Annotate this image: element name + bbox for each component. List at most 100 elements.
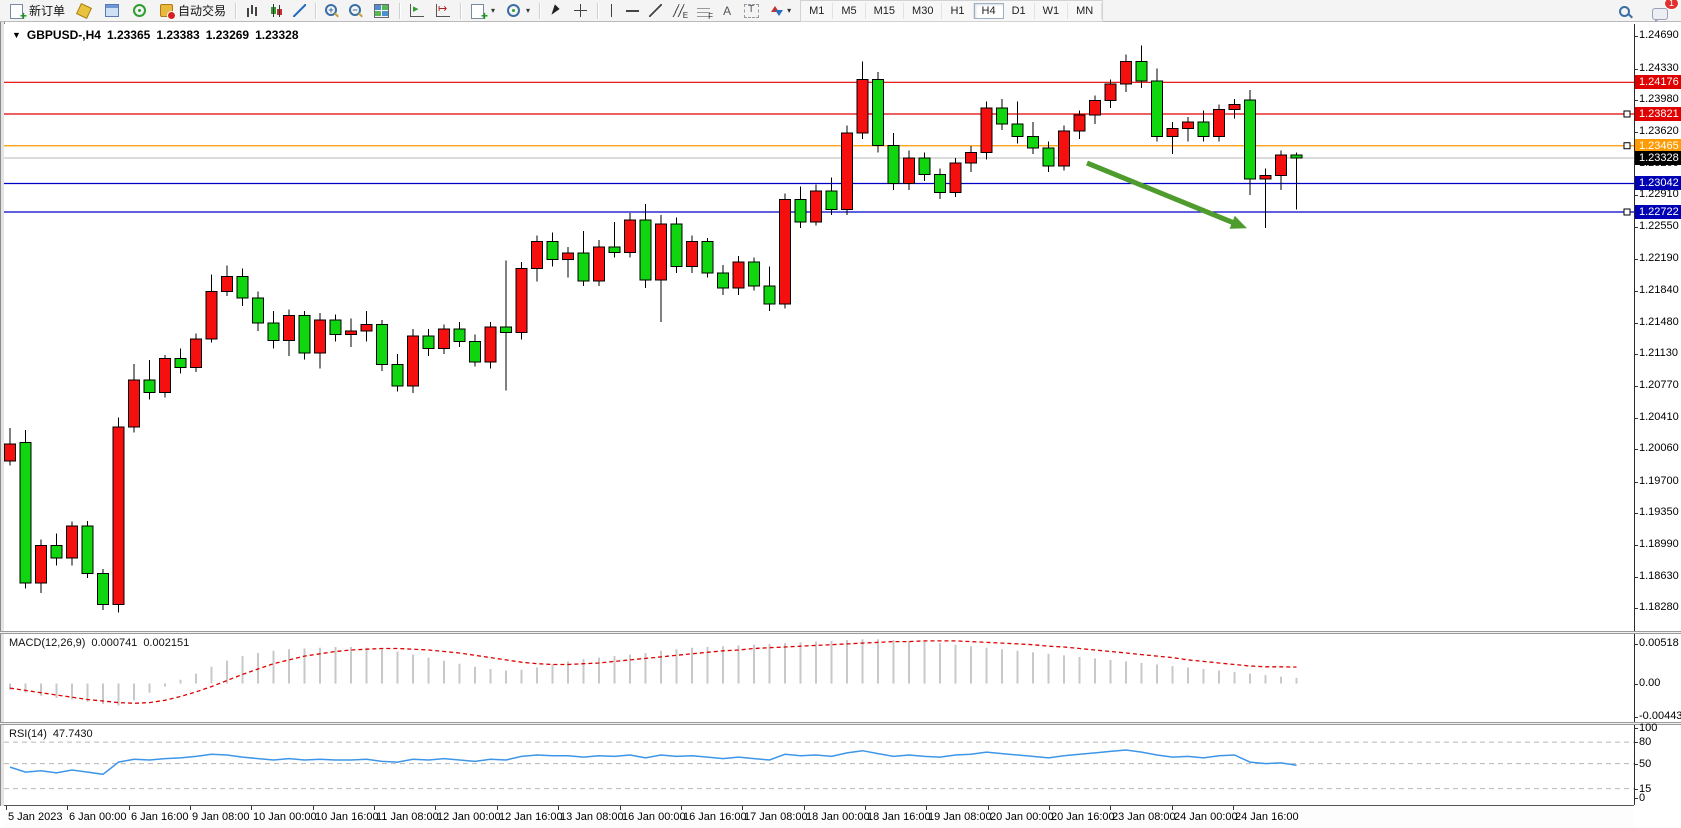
price-tick-label: 1.22550 <box>1639 220 1679 232</box>
rsi-tick-label: 0 <box>1639 792 1646 804</box>
candlestick-chart-icon <box>270 3 284 18</box>
zoom-out-button[interactable] <box>344 0 368 22</box>
price-tick <box>1635 36 1638 37</box>
line-handle[interactable] <box>1623 110 1631 118</box>
auto-trading-button[interactable]: 自动交易 <box>153 0 231 22</box>
bar-chart-icon <box>246 4 260 17</box>
search-button[interactable] <box>1613 1 1637 23</box>
toolbar-separator <box>460 2 462 19</box>
fibonacci-button[interactable] <box>691 0 716 22</box>
text-label-button[interactable] <box>738 0 765 22</box>
rsi-panel[interactable]: RSI(14) 47.7430 <box>4 725 1634 805</box>
new-order-label: 新订单 <box>29 4 66 18</box>
periods-button[interactable]: ▾ <box>500 0 535 22</box>
toolbar-separator <box>235 2 237 19</box>
rsi-tick-label: 100 <box>1639 722 1658 734</box>
level-price-label: 1.24176 <box>1635 75 1681 89</box>
tile-windows-icon <box>374 3 390 18</box>
time-tick <box>435 806 436 810</box>
panel-separator[interactable] <box>0 722 1681 725</box>
price-axis[interactable]: 1.246901.243301.239801.236201.232601.229… <box>1634 24 1681 631</box>
timeframe-button-m1[interactable]: M1 <box>801 2 834 19</box>
time-tick <box>804 806 805 810</box>
macd-panel[interactable]: MACD(12,26,9) 0.000741 0.002151 <box>4 634 1634 722</box>
timeframe-button-w1[interactable]: W1 <box>1035 2 1069 19</box>
rsi-axis: 100 80 50 15 0 <box>1634 722 1681 805</box>
cursor-button[interactable] <box>544 0 568 22</box>
timeframe-toolbar: M1 M5 M15 M30 H1 H4 D1 W1 MN <box>800 0 1104 22</box>
time-tick-label: 6 Jan 00:00 <box>69 811 127 823</box>
timeframe-button-h1[interactable]: H1 <box>942 2 974 19</box>
time-tick-label: 13 Jan 08:00 <box>560 811 624 823</box>
auto-trading-label: 自动交易 <box>178 4 227 18</box>
timeframe-button-m5[interactable]: M5 <box>833 2 866 19</box>
line-handle[interactable] <box>1623 208 1631 216</box>
indicators-button[interactable]: ▾ <box>465 0 500 23</box>
trendline-button[interactable] <box>644 0 667 22</box>
text-button[interactable] <box>716 0 738 22</box>
chart-window-button[interactable] <box>70 0 98 22</box>
bar-chart-button[interactable] <box>240 0 265 22</box>
high-value: 1.23383 <box>156 28 200 42</box>
text-label-icon <box>744 3 760 18</box>
time-tick-label: 6 Jan 16:00 <box>131 811 189 823</box>
price-tick-label: 1.21130 <box>1639 347 1678 359</box>
timeframe-button-d1[interactable]: D1 <box>1004 2 1035 19</box>
trend-arrow-annotation[interactable] <box>1086 160 1247 229</box>
time-tick <box>558 806 559 810</box>
price-tick-label: 1.21840 <box>1639 284 1679 296</box>
time-tick <box>1233 806 1234 810</box>
timeframe-button-m15[interactable]: M15 <box>866 2 905 19</box>
rsi-tick-label: 15 <box>1639 783 1652 795</box>
macd-value: 0.000741 <box>91 637 138 649</box>
level-price-label: 1.22722 <box>1635 205 1681 219</box>
panel-separator[interactable] <box>0 631 1681 634</box>
time-tick <box>1110 806 1111 810</box>
price-tick-label: 1.22190 <box>1639 252 1679 264</box>
crosshair-button[interactable] <box>568 0 593 22</box>
chevron-down-icon: ▾ <box>526 6 531 15</box>
market-watch-button[interactable] <box>98 0 126 22</box>
arrows-button[interactable]: ▾ <box>765 0 796 22</box>
timeframe-button-mn[interactable]: MN <box>1068 2 1103 19</box>
tile-windows-button[interactable] <box>368 0 395 22</box>
vertical-line-button[interactable] <box>602 0 621 22</box>
timeframe-button-h4[interactable]: H4 <box>973 2 1004 19</box>
time-tick <box>865 806 866 810</box>
new-order-button[interactable]: 新订单 <box>4 0 70 23</box>
current-price-label: 1.23328 <box>1635 151 1681 165</box>
price-tick <box>1635 386 1638 387</box>
line-handle[interactable] <box>1623 142 1631 150</box>
candlestick-chart-button[interactable] <box>265 0 288 22</box>
chart-shift-button[interactable] <box>430 0 456 22</box>
time-tick <box>926 806 927 810</box>
horizontal-line-button[interactable] <box>621 0 644 22</box>
rsi-tick-label: 80 <box>1639 736 1652 748</box>
time-tick-label: 12 Jan 16:00 <box>499 811 563 823</box>
price-tick <box>1635 418 1638 419</box>
time-tick <box>251 806 252 810</box>
time-tick-label: 18 Jan 16:00 <box>867 811 931 823</box>
notifications-button[interactable]: 1 <box>1647 0 1679 23</box>
timeframe-button-m30[interactable]: M30 <box>904 2 943 19</box>
price-tick-label: 1.18630 <box>1639 570 1679 582</box>
price-tick <box>1635 513 1638 514</box>
macd-tick-label: 0.00518 <box>1639 637 1679 649</box>
auto-scroll-button[interactable] <box>404 0 430 22</box>
zoom-in-button[interactable] <box>320 0 344 22</box>
signals-button[interactable] <box>126 0 153 22</box>
collapse-triangle-icon[interactable]: ▼ <box>12 30 21 40</box>
macd-signal-line <box>9 640 1297 704</box>
time-axis[interactable]: 5 Jan 2023 6 Jan 00:00 6 Jan 16:00 9 Jan 08… <box>4 805 1634 828</box>
rsi-tick <box>1635 789 1638 790</box>
time-tick-label: 23 Jan 08:00 <box>1112 811 1176 823</box>
price-chart[interactable]: ▼ GBPUSD-,H4 1.23365 1.23383 1.23269 1.2… <box>4 24 1634 631</box>
rsi-name: RSI(14) <box>9 728 47 740</box>
macd-name: MACD(12,26,9) <box>9 637 86 649</box>
line-chart-button[interactable] <box>288 0 311 22</box>
candlestick-plot[interactable] <box>4 24 1634 631</box>
time-tick <box>313 806 314 810</box>
equidistant-channel-button[interactable] <box>667 0 691 22</box>
time-tick-label: 9 Jan 08:00 <box>192 811 250 823</box>
